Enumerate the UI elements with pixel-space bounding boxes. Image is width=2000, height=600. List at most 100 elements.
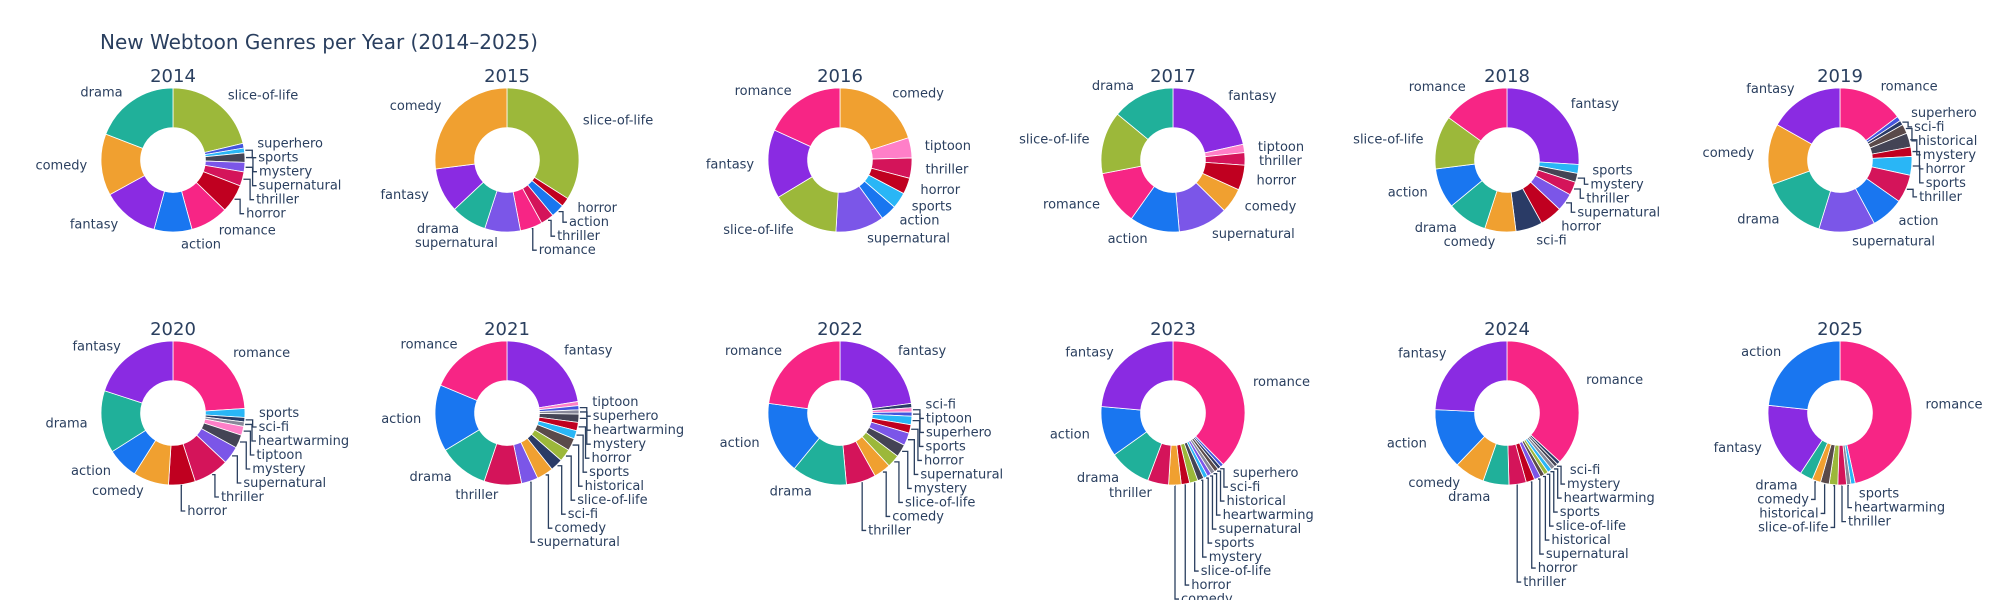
slice-label: action bbox=[1741, 345, 1781, 360]
slice-label: tiptoon bbox=[256, 448, 302, 463]
label-leader bbox=[232, 455, 242, 484]
slice-label: sports bbox=[1926, 176, 1966, 191]
pie-slice bbox=[1100, 340, 1174, 411]
slice-label: thriller bbox=[1919, 190, 1963, 205]
slice-label: heartwarming bbox=[1223, 508, 1314, 523]
pie-slice bbox=[1116, 87, 1174, 140]
slice-label: supernatural bbox=[1212, 227, 1295, 242]
slice-label: thriller bbox=[256, 193, 300, 208]
slice-label: mystery bbox=[1209, 550, 1263, 565]
slice-label: action bbox=[1108, 232, 1148, 247]
slice-label: romance bbox=[1409, 80, 1466, 95]
slice-label: drama bbox=[1077, 471, 1119, 486]
label-leader bbox=[245, 156, 257, 173]
pie-title: 2020 bbox=[150, 319, 196, 340]
slice-label: supernatural bbox=[537, 535, 620, 550]
label-leader bbox=[212, 473, 219, 498]
label-leader bbox=[1811, 481, 1816, 501]
slice-label: action bbox=[899, 213, 939, 228]
slice-label: historical bbox=[1918, 134, 1977, 149]
label-leader bbox=[1174, 485, 1179, 600]
slice-label: historical bbox=[585, 479, 644, 494]
slice-label: sports bbox=[1859, 487, 1899, 502]
label-leader bbox=[1556, 465, 1566, 485]
slice-label: fantasy bbox=[1714, 441, 1763, 456]
slice-label: supernatural bbox=[920, 467, 1003, 482]
label-leader bbox=[1902, 121, 1913, 128]
label-leader bbox=[1542, 475, 1550, 541]
slice-label: mystery bbox=[1590, 177, 1644, 192]
pie-slice bbox=[1506, 340, 1580, 463]
slice-label: thriller bbox=[1586, 191, 1630, 206]
slice-label: drama bbox=[80, 85, 122, 100]
pie-slice bbox=[506, 87, 580, 200]
slice-label: sci-fi bbox=[1914, 120, 1944, 135]
label-leader bbox=[578, 426, 590, 459]
pie-title: 2014 bbox=[150, 66, 196, 87]
slice-label: superhero bbox=[593, 409, 659, 424]
label-leader bbox=[572, 444, 583, 487]
slice-label: mystery bbox=[914, 481, 968, 496]
slice-label: slice-of-life bbox=[1019, 133, 1089, 148]
slice-label: drama bbox=[1092, 79, 1134, 94]
pie-slice bbox=[1767, 340, 1841, 410]
slice-label: comedy bbox=[35, 158, 87, 173]
label-leader bbox=[180, 484, 186, 512]
pie-slice bbox=[773, 87, 841, 148]
slice-label: comedy bbox=[554, 521, 606, 536]
pie-2021: 2021 fantasy tiptoonsuperheroheartwarmingm… bbox=[381, 319, 684, 550]
label-leader bbox=[565, 455, 576, 501]
label-leader bbox=[1566, 202, 1576, 213]
slice-label: comedy bbox=[92, 484, 144, 499]
label-leader bbox=[545, 474, 553, 529]
slice-label: drama bbox=[1755, 478, 1797, 493]
slice-label: sports bbox=[258, 151, 298, 166]
slice-label: mystery bbox=[259, 165, 313, 180]
slice-label: romance bbox=[1586, 373, 1643, 388]
label-leader bbox=[1841, 485, 1846, 523]
pie-slice bbox=[1172, 340, 1246, 466]
slice-label: mystery bbox=[1567, 477, 1621, 492]
label-leader bbox=[1516, 484, 1522, 583]
slice-label: sports bbox=[1214, 536, 1254, 551]
slice-label: horror bbox=[1191, 578, 1231, 593]
label-leader bbox=[239, 441, 251, 470]
slice-label: slice-of-life bbox=[1353, 133, 1423, 148]
label-leader bbox=[912, 419, 924, 448]
pie-slice bbox=[506, 340, 579, 409]
pie-title: 2017 bbox=[1150, 66, 1196, 87]
label-leader bbox=[1553, 468, 1562, 499]
label-leader bbox=[1538, 478, 1544, 555]
slice-label: tiptoon bbox=[926, 411, 972, 426]
pie-title: 2024 bbox=[1484, 319, 1530, 340]
slice-label: action bbox=[71, 464, 111, 479]
pie-title: 2022 bbox=[817, 319, 863, 340]
slice-label: romance bbox=[401, 338, 458, 353]
slice-label: heartwarming bbox=[1854, 501, 1945, 516]
label-leader bbox=[1546, 473, 1554, 527]
pie-slice bbox=[1776, 87, 1841, 145]
pie-2023: 2023 romance superherosci-fihistoricalhear… bbox=[1050, 319, 1314, 600]
slice-label: romance bbox=[735, 84, 792, 99]
label-leader bbox=[548, 219, 556, 237]
pie-slice bbox=[1448, 87, 1508, 142]
label-leader bbox=[1910, 139, 1921, 156]
label-leader bbox=[245, 423, 256, 442]
label-leader bbox=[1912, 165, 1924, 184]
slice-label: slice-of-life bbox=[228, 89, 298, 104]
label-leader bbox=[557, 465, 566, 515]
slice-label: thriller bbox=[1848, 515, 1892, 530]
slice-label: action bbox=[1388, 186, 1428, 201]
slice-label: superhero bbox=[1233, 466, 1299, 481]
label-leader bbox=[911, 428, 922, 462]
slice-label: sci-fi bbox=[259, 420, 289, 435]
slice-label: fantasy bbox=[898, 344, 947, 359]
label-leader bbox=[1905, 127, 1916, 142]
slice-label: fantasy bbox=[380, 188, 429, 203]
slice-label: horror bbox=[920, 183, 960, 198]
label-leader bbox=[243, 178, 255, 201]
slice-label: sci-fi bbox=[568, 507, 598, 522]
pie-slice bbox=[1506, 87, 1580, 165]
